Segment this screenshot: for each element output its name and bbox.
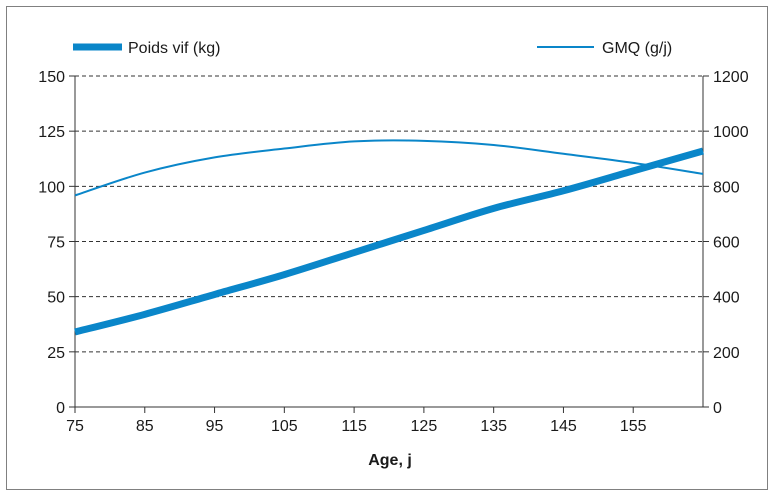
y-right-tick-label: 0: [713, 400, 722, 417]
series-line-poids-vif: [74, 147, 704, 336]
x-tick-label: 145: [550, 418, 577, 435]
series-line-gmq: [74, 139, 704, 197]
y-right-tick-label: 600: [713, 235, 740, 252]
y-left-tick-label: 125: [38, 124, 65, 141]
y-right-tick-label: 1000: [713, 124, 749, 141]
x-tick-label: 105: [271, 418, 298, 435]
x-axis-title: Age, j: [368, 452, 412, 469]
y-right-tick-label: 400: [713, 290, 740, 307]
series-lines: [74, 139, 704, 336]
chart-frame: [6, 6, 768, 490]
x-tick-label: 95: [206, 418, 224, 435]
x-tick-label: 135: [480, 418, 507, 435]
y-left-tick-label: 150: [38, 69, 65, 86]
tick-labels: 0 25 50 75 100 125 150 0 200 400 600 800 1000 1200 75 8…: [38, 69, 748, 435]
y-right-tick-label: 200: [713, 345, 740, 362]
axes: [69, 75, 709, 413]
legend-label-poids-vif: Poids vif (kg): [128, 40, 220, 57]
y-left-tick-label: 50: [47, 290, 65, 307]
y-left-tick-label: 75: [47, 235, 65, 252]
y-left-tick-label: 0: [56, 400, 65, 417]
y-left-tick-label: 25: [47, 345, 65, 362]
x-tick-label: 155: [620, 418, 647, 435]
x-tick-label: 125: [411, 418, 438, 435]
legend-label-gmq: GMQ (g/j): [602, 40, 672, 57]
x-tick-label: 85: [136, 418, 154, 435]
x-tick-label: 75: [66, 418, 84, 435]
legend: Poids vif (kg) GMQ (g/j): [73, 40, 672, 57]
y-left-tick-label: 100: [38, 179, 65, 196]
x-tick-label: 115: [341, 418, 367, 435]
y-right-tick-label: 800: [713, 179, 740, 196]
y-right-tick-label: 1200: [713, 69, 749, 86]
